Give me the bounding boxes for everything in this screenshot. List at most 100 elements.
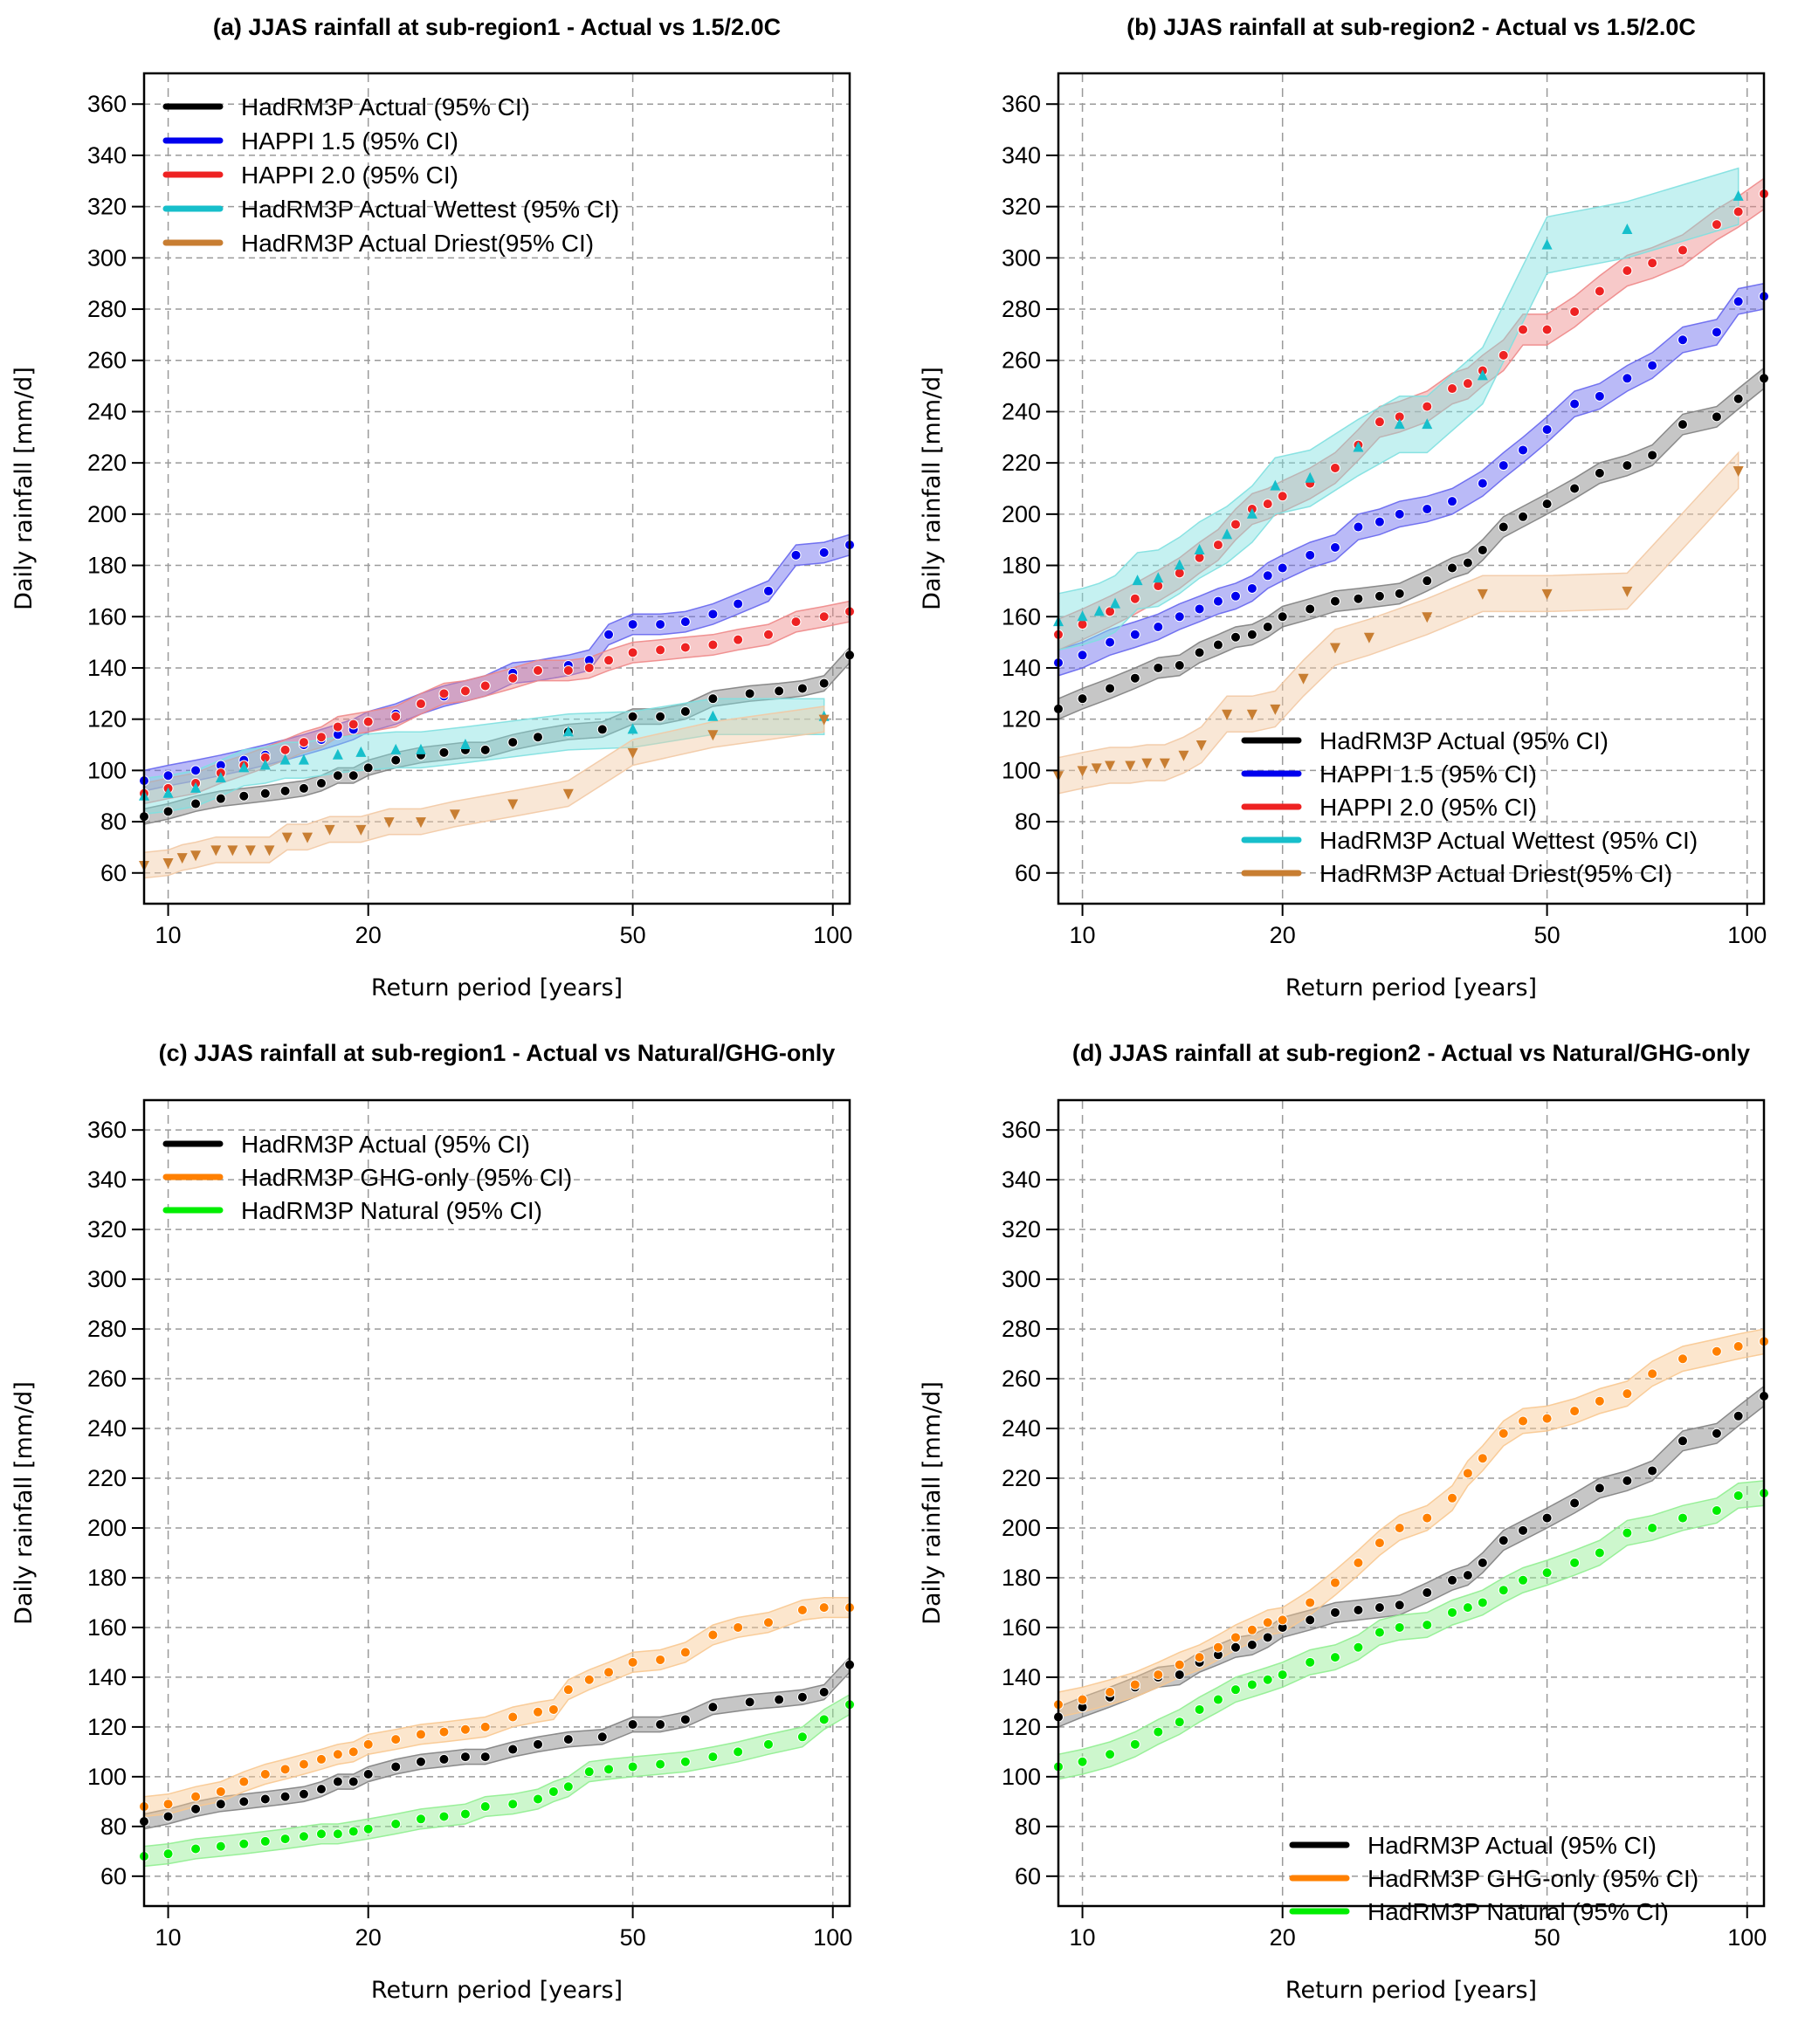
data-point bbox=[1174, 1659, 1185, 1670]
data-point bbox=[1353, 1604, 1364, 1615]
y-tick-label: 320 bbox=[1002, 194, 1041, 220]
data-point bbox=[259, 1835, 271, 1847]
data-point bbox=[1498, 1428, 1509, 1439]
legend-entry: HadRM3P Actual (95% CI) bbox=[1368, 1832, 1657, 1859]
data-point bbox=[362, 1769, 374, 1780]
data-point bbox=[1212, 1641, 1223, 1653]
x-tick-label: 20 bbox=[1270, 1924, 1296, 1951]
data-point bbox=[1305, 1597, 1316, 1608]
chart-c-svg: (c) JJAS rainfall at sub-region1 - Actua… bbox=[10, 1040, 855, 2004]
data-point bbox=[162, 858, 174, 870]
data-point bbox=[315, 732, 327, 743]
data-point bbox=[215, 1799, 226, 1810]
data-point bbox=[627, 1761, 638, 1772]
data-point bbox=[533, 732, 544, 743]
data-point bbox=[562, 788, 574, 800]
data-point bbox=[348, 1746, 359, 1758]
data-point bbox=[190, 1791, 202, 1802]
data-point bbox=[190, 765, 202, 776]
chart-a-svg: (a) JJAS rainfall at sub-region1 - Actua… bbox=[10, 14, 855, 1001]
data-point bbox=[1647, 1368, 1658, 1380]
y-tick-label: 160 bbox=[1002, 603, 1041, 630]
data-point bbox=[1110, 597, 1121, 609]
data-point bbox=[1129, 1738, 1140, 1750]
data-point bbox=[1077, 650, 1088, 661]
data-point bbox=[438, 1753, 450, 1765]
data-point bbox=[1305, 1656, 1316, 1668]
data-point bbox=[1394, 1522, 1405, 1533]
data-point bbox=[1329, 463, 1340, 474]
data-point bbox=[1353, 521, 1364, 533]
data-point bbox=[603, 629, 615, 640]
y-tick-label: 180 bbox=[87, 1565, 127, 1591]
data-point bbox=[1329, 542, 1340, 554]
y-tick-label: 200 bbox=[87, 1515, 127, 1541]
data-point bbox=[655, 1758, 666, 1770]
data-point bbox=[1541, 324, 1553, 335]
x-tick-label: 20 bbox=[355, 922, 382, 948]
data-point bbox=[390, 1818, 402, 1829]
data-point bbox=[298, 754, 309, 765]
data-point bbox=[596, 724, 608, 735]
ci-band-4 bbox=[143, 705, 825, 879]
y-tick-label: 140 bbox=[87, 655, 127, 681]
x-axis-label: Return period [years] bbox=[371, 974, 623, 1001]
y-tick-label: 80 bbox=[100, 809, 127, 835]
data-point bbox=[1518, 1574, 1529, 1586]
legend-entry: HAPPI 1.5 (95% CI) bbox=[241, 127, 458, 155]
data-point bbox=[362, 762, 374, 774]
data-point bbox=[1647, 1522, 1658, 1533]
data-point bbox=[1498, 1585, 1509, 1596]
data-point bbox=[1105, 760, 1116, 772]
data-point bbox=[259, 1793, 271, 1805]
data-point bbox=[1222, 709, 1233, 720]
data-point bbox=[1647, 450, 1658, 461]
data-point bbox=[1194, 603, 1205, 615]
y-tick-label: 300 bbox=[87, 244, 127, 271]
data-point bbox=[818, 547, 830, 558]
data-point bbox=[1541, 1413, 1553, 1424]
data-point bbox=[1622, 460, 1633, 471]
data-point bbox=[1277, 611, 1288, 623]
data-point bbox=[1677, 1512, 1688, 1524]
data-point bbox=[1305, 549, 1316, 561]
data-point bbox=[679, 616, 691, 628]
data-point bbox=[332, 748, 343, 760]
data-point bbox=[245, 845, 256, 857]
y-tick-label: 100 bbox=[1002, 757, 1041, 783]
data-point bbox=[438, 688, 450, 699]
legend-entry: HadRM3P Actual Driest(95% CI) bbox=[1319, 860, 1672, 887]
data-point bbox=[438, 1726, 450, 1738]
data-point bbox=[707, 1702, 719, 1713]
data-point bbox=[215, 1786, 226, 1797]
data-point bbox=[298, 1831, 309, 1842]
data-point bbox=[264, 845, 275, 857]
x-tick-label: 100 bbox=[1727, 1924, 1767, 1951]
data-point bbox=[348, 770, 359, 781]
data-point bbox=[596, 1731, 608, 1743]
data-point bbox=[1594, 467, 1605, 478]
data-point bbox=[162, 770, 174, 781]
data-point bbox=[1105, 1687, 1116, 1698]
data-point bbox=[1270, 479, 1281, 491]
data-point bbox=[332, 1776, 343, 1787]
data-point bbox=[215, 772, 226, 783]
y-tick-label: 240 bbox=[1002, 1415, 1041, 1442]
data-point bbox=[315, 1828, 327, 1840]
data-point bbox=[679, 1714, 691, 1725]
data-point bbox=[762, 629, 774, 640]
data-point bbox=[762, 1617, 774, 1628]
data-point bbox=[390, 711, 402, 722]
data-point bbox=[215, 1841, 226, 1852]
data-point bbox=[279, 1791, 291, 1802]
data-point bbox=[355, 746, 367, 757]
data-point bbox=[227, 845, 238, 857]
data-point bbox=[1262, 622, 1273, 632]
data-point bbox=[774, 1694, 785, 1705]
data-point bbox=[1622, 373, 1633, 384]
data-point bbox=[679, 1647, 691, 1658]
data-point bbox=[162, 787, 174, 798]
data-point bbox=[1262, 570, 1273, 582]
data-point bbox=[1462, 1570, 1473, 1581]
grid bbox=[144, 1100, 850, 1906]
